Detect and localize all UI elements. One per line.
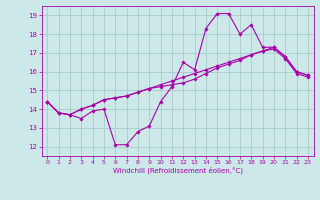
- X-axis label: Windchill (Refroidissement éolien,°C): Windchill (Refroidissement éolien,°C): [113, 167, 243, 174]
